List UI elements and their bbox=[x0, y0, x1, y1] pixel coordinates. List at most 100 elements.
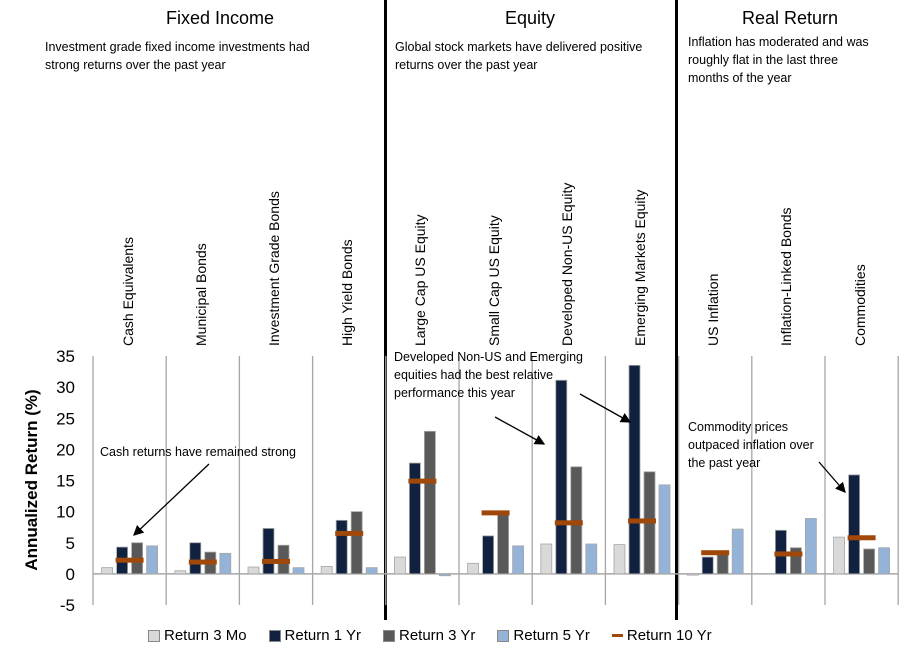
annotation-cash: Cash returns have remained strong bbox=[100, 443, 296, 461]
section-divider-equity bbox=[384, 0, 387, 620]
legend-swatch-1yr bbox=[268, 629, 281, 642]
annotation-line: performance this year bbox=[394, 386, 515, 400]
bar-return-1yr bbox=[335, 519, 348, 575]
bar-return-1yr bbox=[189, 542, 202, 575]
marker-return-10yr bbox=[115, 557, 144, 563]
section-desc-equity: Global stock markets have delivered posi… bbox=[395, 38, 642, 74]
bar-return-5yr bbox=[146, 545, 159, 575]
legend-item-5yr: Return 5 Yr bbox=[497, 627, 590, 644]
desc-line: strong returns over the past year bbox=[45, 58, 226, 72]
bar-return-5yr bbox=[292, 567, 305, 575]
desc-line: Inflation has moderated and was bbox=[688, 35, 869, 49]
section-title-equity: Equity bbox=[504, 8, 556, 28]
y-tick-label: 35 bbox=[56, 347, 75, 366]
annotation-line: the past year bbox=[688, 456, 761, 470]
bar-return-3mo bbox=[174, 570, 187, 575]
y-tick-label: 5 bbox=[66, 534, 75, 553]
legend-swatch-5yr bbox=[497, 629, 510, 642]
bar-return-3yr bbox=[716, 553, 729, 575]
marker-return-10yr bbox=[847, 535, 876, 541]
bar-return-3yr bbox=[497, 510, 510, 575]
annotation-arrow bbox=[133, 463, 210, 536]
bar-return-3yr bbox=[423, 430, 436, 575]
legend-swatch-3yr bbox=[382, 629, 395, 642]
annotation-arrows bbox=[133, 393, 846, 536]
marker-return-10yr bbox=[481, 510, 510, 516]
marker-return-10yr bbox=[701, 550, 730, 556]
marker-return-10yr bbox=[628, 518, 656, 524]
legend-label: Return 5 Yr bbox=[513, 627, 590, 644]
desc-line: roughly flat in the last three bbox=[688, 53, 839, 67]
desc-line: returns over the past year bbox=[395, 58, 538, 72]
y-tick-label: 30 bbox=[56, 378, 75, 397]
annotation-arrow bbox=[818, 461, 846, 493]
legend-label: Return 1 Yr bbox=[284, 627, 361, 644]
annotation-arrow bbox=[494, 416, 546, 445]
bar-return-3mo bbox=[540, 543, 553, 575]
marker-return-10yr bbox=[262, 558, 290, 564]
bar-return-3mo bbox=[613, 544, 626, 575]
bar-return-3mo bbox=[101, 567, 113, 575]
legend-item-10yr: Return 10 Yr bbox=[611, 627, 712, 644]
bar-return-5yr bbox=[878, 547, 890, 575]
annotation-line: outpaced inflation over bbox=[688, 438, 814, 452]
section-divider-real-return bbox=[675, 0, 678, 620]
legend-swatch-3mo bbox=[148, 629, 160, 642]
bar-return-3yr bbox=[350, 511, 363, 575]
y-tick-label: 25 bbox=[56, 409, 75, 428]
legend-swatch-10yr bbox=[611, 634, 623, 637]
legend-label: Return 10 Yr bbox=[626, 627, 712, 644]
annotation-developed-emerging: Developed Non-US and Emerging equities h… bbox=[394, 348, 583, 402]
annotation-commodities: Commodity prices outpaced inflation over… bbox=[688, 418, 814, 472]
desc-line: Global stock markets have delivered posi… bbox=[395, 40, 643, 54]
annotation-arrow bbox=[579, 393, 632, 423]
bar-return-1yr bbox=[408, 462, 421, 575]
annotation-line: Commodity prices bbox=[688, 420, 789, 434]
y-tick-label: 20 bbox=[56, 440, 75, 459]
bar-return-3yr bbox=[790, 547, 802, 575]
y-tick-label: 10 bbox=[56, 503, 75, 522]
bar-return-3mo bbox=[393, 556, 406, 575]
bar-return-3mo bbox=[467, 562, 480, 575]
annotation-line: Cash returns have remained strong bbox=[100, 445, 296, 459]
bar-return-5yr bbox=[438, 573, 451, 577]
bar-return-3mo bbox=[320, 566, 333, 575]
bar-return-1yr bbox=[628, 364, 641, 575]
legend-item-3mo: Return 3 Mo bbox=[148, 627, 247, 644]
y-tick-label: 0 bbox=[66, 565, 75, 584]
marker-return-10yr bbox=[188, 559, 217, 565]
bar-return-1yr bbox=[262, 528, 275, 575]
y-tick-label: -5 bbox=[60, 596, 75, 615]
bar-return-1yr bbox=[555, 379, 568, 575]
y-axis-title: Annualized Return (%) bbox=[22, 389, 41, 571]
desc-line: Investment grade fixed income investment… bbox=[45, 40, 310, 54]
bar-return-5yr bbox=[658, 484, 671, 575]
section-desc-fixed-income: Investment grade fixed income investment… bbox=[45, 38, 310, 74]
annotation-line: Developed Non-US and Emerging bbox=[394, 350, 583, 364]
bar-return-1yr bbox=[848, 474, 860, 575]
legend: Return 3 Mo Return 1 Yr Return 3 Yr Retu… bbox=[148, 627, 712, 644]
legend-label: Return 3 Yr bbox=[398, 627, 476, 644]
section-title-fixed-income: Fixed Income bbox=[165, 8, 275, 28]
bar-return-5yr bbox=[512, 545, 524, 575]
marker-return-10yr bbox=[774, 551, 803, 557]
bar-return-3yr bbox=[863, 548, 875, 575]
section-desc-real-return: Inflation has moderated and was roughly … bbox=[688, 33, 869, 87]
section-title-real-return: Real Return bbox=[741, 8, 839, 28]
bar-return-5yr bbox=[731, 528, 744, 575]
ten-year-markers bbox=[115, 478, 876, 565]
marker-return-10yr bbox=[335, 530, 364, 536]
bar-return-5yr bbox=[805, 518, 817, 575]
bar-return-5yr bbox=[365, 567, 378, 575]
marker-return-10yr bbox=[554, 520, 583, 526]
desc-line: months of the year bbox=[688, 71, 792, 85]
y-tick-label: 15 bbox=[56, 472, 75, 491]
y-tick-labels: 35 30 25 20 15 10 5 0 -5 bbox=[56, 347, 75, 615]
bar-return-5yr bbox=[585, 543, 598, 575]
legend-item-1yr: Return 1 Yr bbox=[268, 627, 361, 644]
legend-label: Return 3 Mo bbox=[164, 627, 247, 644]
marker-return-10yr bbox=[408, 478, 437, 484]
legend-item-3yr: Return 3 Yr bbox=[382, 627, 476, 644]
bar-return-3mo bbox=[686, 573, 699, 576]
